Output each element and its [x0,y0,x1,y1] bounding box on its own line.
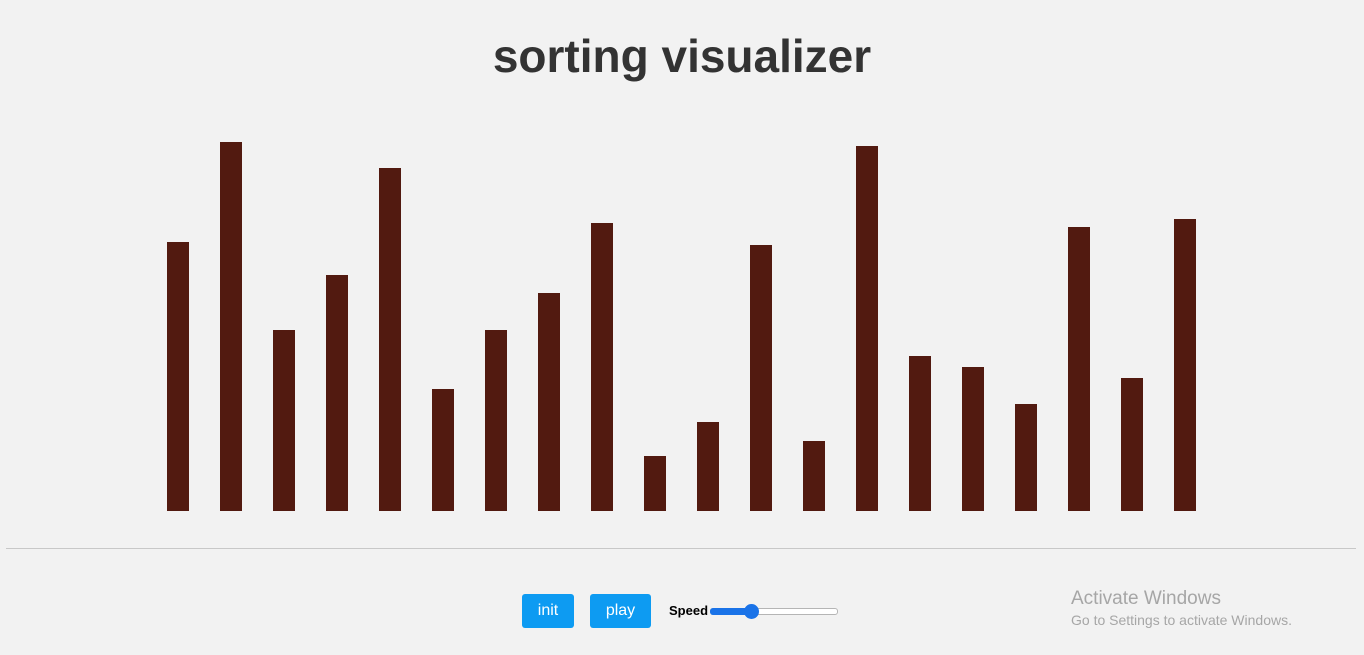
bar-7 [485,330,507,511]
bar-12 [750,245,772,511]
bar-9 [591,223,613,511]
play-button[interactable]: play [590,594,651,628]
slider-thumb[interactable] [743,604,759,619]
bar-1 [167,241,189,511]
bar-6 [432,389,454,511]
bar-11 [697,422,719,511]
bar-4 [326,274,348,511]
bar-13 [803,440,825,511]
bar-2 [220,142,242,511]
init-button[interactable]: init [522,594,574,628]
watermark-title: Activate Windows [1071,588,1221,609]
bar-17 [1015,403,1037,511]
bar-16 [962,367,984,511]
activation-watermark: Activate Windows Go to Settings to activ… [1071,588,1292,629]
watermark-subtitle: Go to Settings to activate Windows. [1071,612,1292,628]
bar-10 [644,455,666,511]
bar-15 [909,356,931,511]
divider [6,548,1356,549]
page-title: sorting visualizer [492,30,872,82]
bar-18 [1068,226,1090,511]
bar-5 [379,167,401,511]
speed-slider[interactable] [710,603,838,619]
bar-8 [538,293,560,511]
bar-14 [856,145,878,511]
slider-fill [710,608,751,615]
bar-20 [1174,219,1196,511]
bar-3 [273,330,295,511]
bar-19 [1121,378,1143,511]
speed-label: Speed [669,603,709,618]
